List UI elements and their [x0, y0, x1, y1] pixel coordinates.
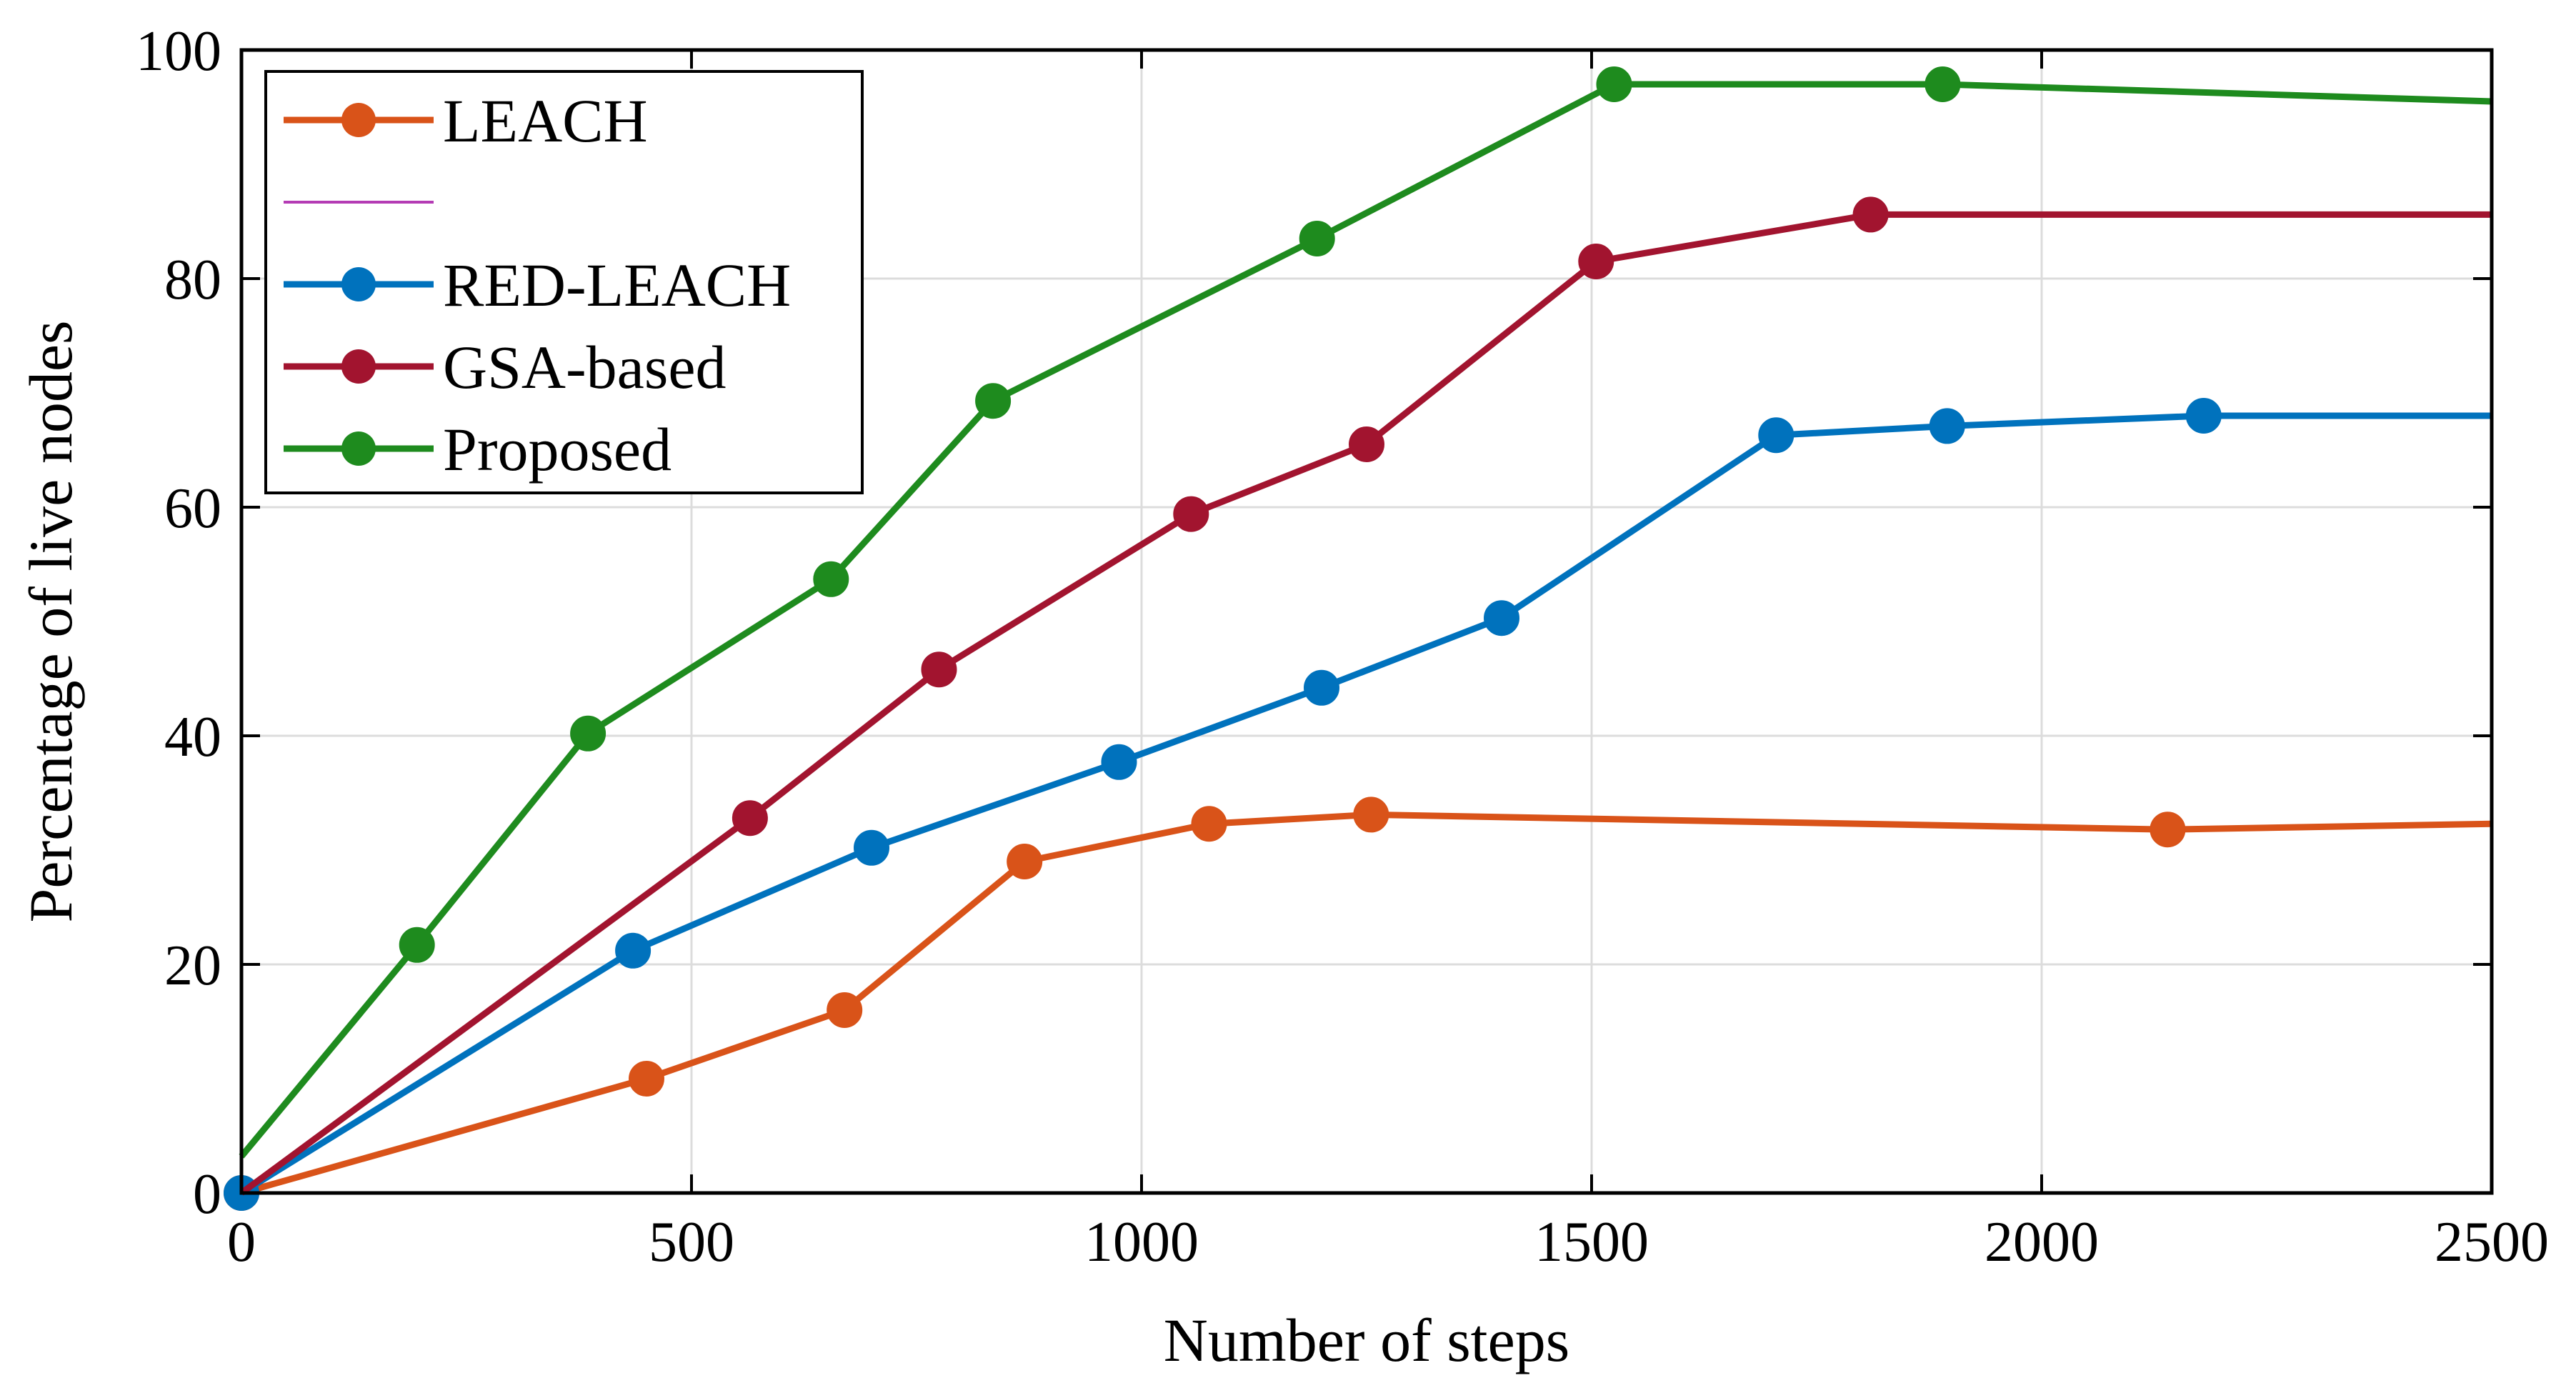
data-point-red-leach: [1929, 408, 1965, 444]
data-point-red-leach: [1758, 417, 1794, 454]
legend-label-red-leach: RED-LEACH: [443, 251, 791, 319]
legend-marker-leach: [341, 103, 376, 137]
series-line-gsa-based: [239, 211, 2492, 1196]
series-line-leach: [240, 811, 2492, 1197]
data-point-red-leach: [1101, 744, 1137, 780]
data-point-gsa-based: [1852, 196, 1889, 233]
data-point-red-leach: [1484, 600, 1519, 636]
legend-label-proposed: Proposed: [443, 415, 672, 484]
data-point-red-leach: [2185, 398, 2222, 434]
data-point-proposed: [1596, 66, 1632, 102]
series-line-red-leach: [239, 412, 2492, 1196]
data-point-gsa-based: [1578, 244, 1614, 279]
data-point-gsa-based: [732, 800, 768, 837]
series-red-leach: [224, 398, 2492, 1211]
x-tick-label: 1500: [1534, 1211, 1649, 1274]
legend: LEACH RED-LEACH GSA-based Proposed: [264, 70, 864, 494]
legend-entry-red-leach: RED-LEACH: [284, 251, 791, 319]
data-point-red-leach: [854, 829, 889, 866]
data-point-red-leach: [615, 932, 652, 969]
x-axis-title: Number of steps: [1164, 1306, 1569, 1374]
legend-marker-red-leach: [341, 267, 376, 301]
data-point-leach: [1007, 844, 1043, 879]
y-tick-label: 80: [164, 249, 221, 311]
data-point-proposed: [570, 715, 606, 752]
data-point-leach: [827, 992, 863, 1028]
y-tick-label: 20: [164, 934, 221, 997]
data-point-proposed: [813, 561, 849, 597]
data-point-gsa-based: [1349, 426, 1384, 462]
series-gsa-based: [239, 196, 2492, 1196]
data-point-gsa-based: [921, 651, 957, 688]
data-point-gsa-based: [1173, 496, 1209, 532]
data-point-red-leach: [1304, 669, 1339, 706]
x-tick-label: 2500: [2435, 1211, 2549, 1274]
legend-entry-leach: LEACH: [284, 86, 648, 155]
y-tick-label: 100: [136, 20, 221, 83]
legend-entry-gsa-based: GSA-based: [284, 333, 727, 401]
y-tick-label: 0: [193, 1163, 221, 1226]
y-axis-title: Percentage of live nodes: [16, 321, 85, 923]
x-tick-label: 1000: [1084, 1211, 1199, 1274]
series-proposed: [239, 66, 2492, 1159]
data-point-proposed: [975, 383, 1012, 419]
x-tick-label: 0: [227, 1211, 256, 1274]
x-tick-label: 500: [649, 1211, 734, 1274]
legend-label-leach: LEACH: [443, 86, 648, 155]
data-point-proposed: [399, 927, 435, 963]
legend-marker-gsa-based: [341, 349, 376, 384]
data-point-proposed: [1299, 221, 1335, 256]
plot-frame: [239, 48, 2494, 1195]
x-tick-label: 2000: [1985, 1211, 2099, 1274]
data-point-leach: [1353, 797, 1389, 833]
y-tick-label: 60: [164, 477, 221, 540]
y-tick-label: 40: [164, 706, 221, 769]
legend-entry-proposed: Proposed: [284, 415, 672, 484]
data-point-proposed: [1924, 66, 1961, 102]
legend-marker-proposed: [341, 431, 376, 466]
data-point-leach: [2150, 812, 2186, 848]
data-point-leach: [629, 1061, 664, 1097]
legend-label-gsa-based: GSA-based: [443, 333, 727, 401]
tick-layer: 0 500 1000 1500 2000 2500 0 20 40 60 80 100: [136, 20, 2549, 1274]
data-point-leach: [1191, 806, 1227, 842]
series-layer: [224, 66, 2492, 1211]
